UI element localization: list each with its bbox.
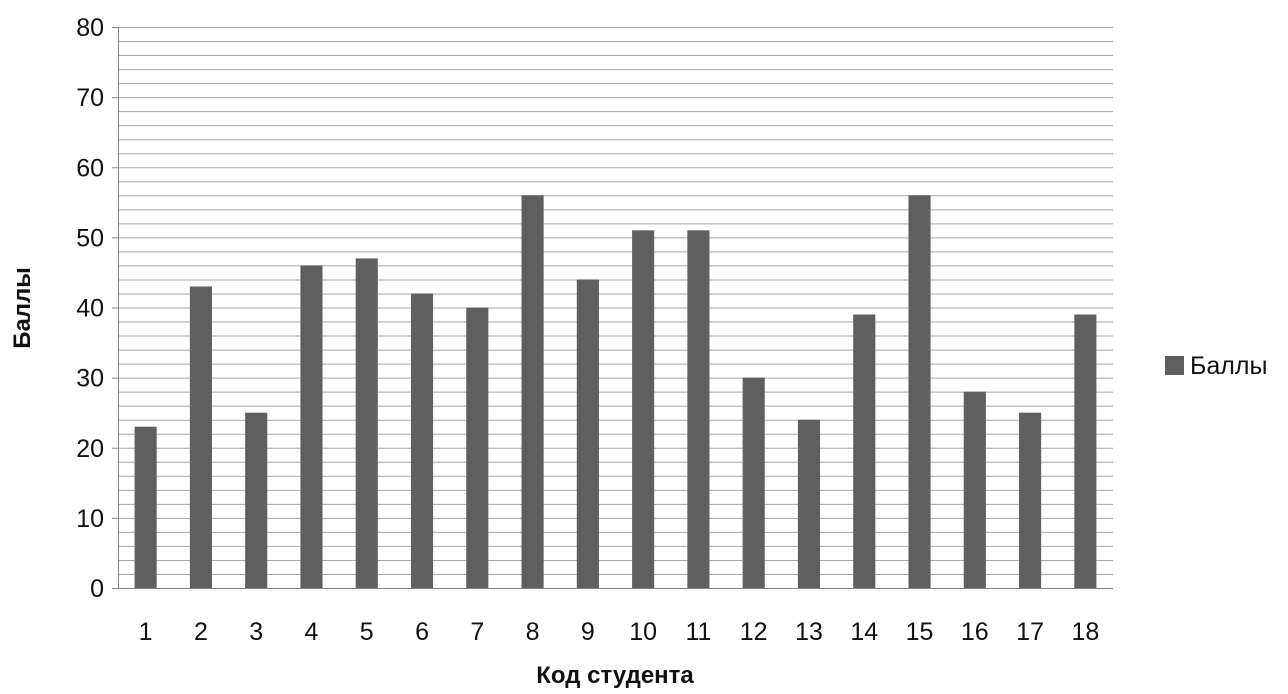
bar <box>1019 412 1042 588</box>
bar <box>300 265 323 588</box>
bar <box>632 230 655 589</box>
y-tick-label: 0 <box>90 575 104 603</box>
gridlines <box>118 27 1113 589</box>
x-tick-label: 10 <box>629 618 657 646</box>
y-tick-label: 20 <box>76 435 104 463</box>
x-tick-label: 14 <box>850 618 878 646</box>
bar <box>853 314 876 588</box>
bar <box>355 258 378 588</box>
y-tick-label: 80 <box>76 14 104 42</box>
y-tick-label: 40 <box>76 295 104 323</box>
legend-swatch <box>1165 356 1184 375</box>
axes <box>118 27 1113 589</box>
x-tick-label: 13 <box>795 618 823 646</box>
bar <box>521 195 544 589</box>
bar <box>410 293 434 588</box>
x-tick-label: 18 <box>1071 618 1099 646</box>
x-tick-label: 17 <box>1016 618 1044 646</box>
bar <box>908 195 931 589</box>
x-tick-label: 8 <box>526 618 540 646</box>
x-tick-label: 15 <box>906 618 934 646</box>
bar <box>134 426 157 588</box>
bar <box>742 377 765 588</box>
x-tick-label: 6 <box>415 618 429 646</box>
y-tick-label: 50 <box>76 224 104 252</box>
bar <box>963 391 986 588</box>
x-tick-label: 11 <box>685 618 711 646</box>
y-tick-label: 60 <box>76 154 104 182</box>
x-tick-label: 1 <box>139 618 153 646</box>
y-tick-label: 10 <box>76 505 104 533</box>
bar <box>189 286 212 588</box>
bar <box>576 279 599 588</box>
x-axis-title: Код студента <box>536 662 694 689</box>
x-tick-label: 12 <box>740 618 768 646</box>
x-tick-label: 3 <box>249 618 263 646</box>
bar <box>1074 314 1097 588</box>
y-tick-label: 70 <box>76 84 104 112</box>
legend: Баллы <box>1165 352 1267 380</box>
x-tick-label: 9 <box>581 618 595 646</box>
bar <box>687 230 710 589</box>
y-tick-label: 30 <box>76 365 104 393</box>
x-tick-label: 16 <box>961 618 989 646</box>
y-axis-ticks: 0 10 20 30 40 50 60 70 80 <box>76 14 118 603</box>
x-tick-label: 5 <box>360 618 374 646</box>
y-axis-title: Баллы <box>9 267 36 349</box>
bar <box>245 412 268 588</box>
bars <box>134 195 1097 589</box>
x-tick-label: 4 <box>305 618 319 646</box>
bar <box>797 419 821 588</box>
legend-label: Баллы <box>1190 352 1267 380</box>
x-axis-ticks: 1 2 3 4 5 6 7 8 9 10 11 12 13 14 15 16 17 18 <box>139 618 1100 646</box>
x-tick-label: 2 <box>194 618 208 646</box>
x-tick-label: 7 <box>470 618 484 646</box>
bar <box>466 307 489 588</box>
